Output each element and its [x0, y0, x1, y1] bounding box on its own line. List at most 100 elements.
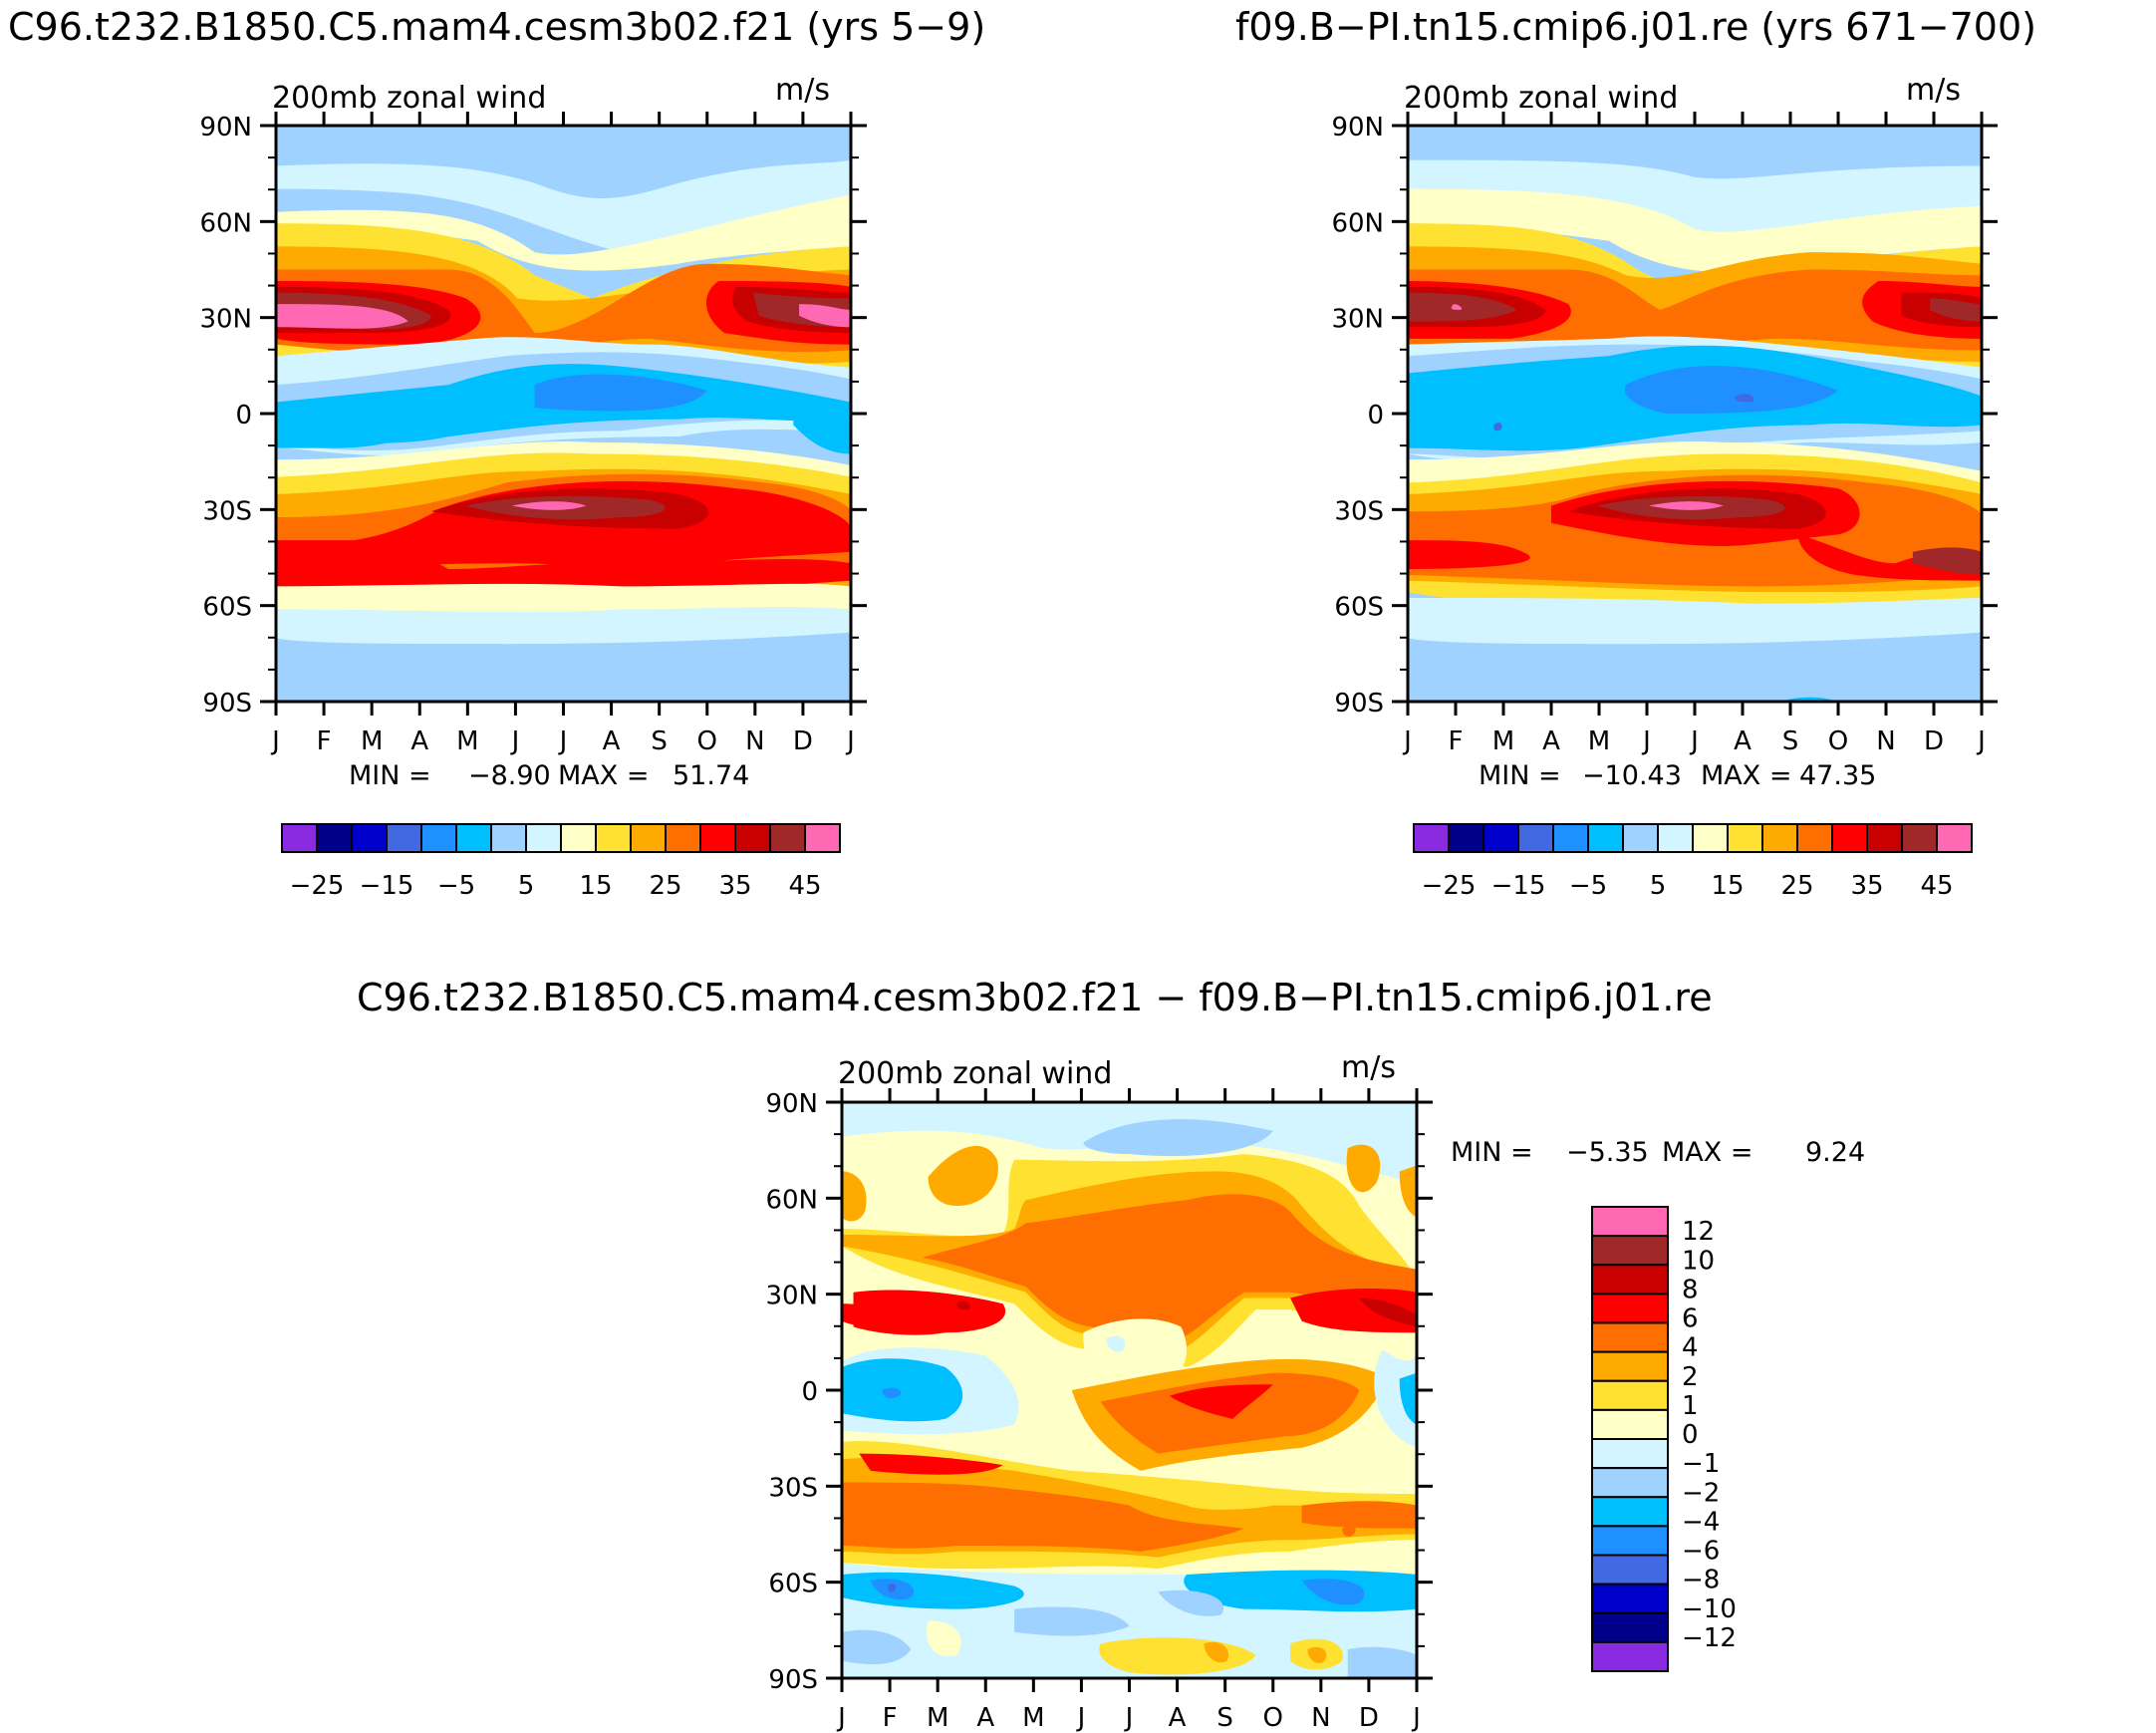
colorbar-box: [1587, 823, 1624, 853]
x-tick-label: A: [976, 1703, 994, 1733]
colorbar-box: [1866, 823, 1903, 853]
colorbar-box: [595, 823, 632, 853]
panel-3-plot: [842, 1102, 1417, 1678]
panel-2-title: f09.B−PI.tn15.cmip6.j01.re (yrs 671−700): [1235, 5, 2036, 49]
x-tick-label: F: [883, 1703, 898, 1733]
panel-1-stat-min: −8.90: [468, 760, 551, 791]
colorbar-box: [1517, 823, 1554, 853]
x-tick-label: J: [270, 726, 280, 756]
colorbar-box: [1796, 823, 1833, 853]
colorbar-label: 0: [1682, 1420, 1699, 1450]
panel-2-plot: [1408, 126, 1983, 702]
colorbar-label: 6: [1682, 1304, 1699, 1334]
colorbar-box: [769, 823, 806, 853]
colorbar-box: [1591, 1321, 1669, 1353]
colorbar-box: [316, 823, 353, 853]
panel-2-stat-min: −10.43: [1582, 760, 1682, 791]
x-tick-label: F: [1449, 726, 1464, 756]
colorbar-label: 10: [1682, 1246, 1715, 1276]
panel-2-units-label: m/s: [1906, 73, 1961, 108]
x-tick-label: J: [1689, 726, 1699, 756]
colorbar-box: [1591, 1640, 1669, 1672]
colorbar-box: [455, 823, 492, 853]
panel-1-stat-max: 51.74: [673, 760, 749, 791]
panel-3-var-label: 200mb zonal wind: [838, 1056, 1112, 1091]
colorbar-label: −15: [1491, 871, 1546, 901]
x-tick-label: J: [1402, 726, 1412, 756]
x-tick-label: J: [1124, 1703, 1134, 1733]
y-tick-label: 60S: [202, 593, 252, 623]
x-tick-label: S: [1216, 1703, 1233, 1733]
colorbar-label: 8: [1682, 1275, 1699, 1304]
y-tick-label: 60N: [199, 208, 252, 238]
colorbar-box: [1591, 1408, 1669, 1440]
y-tick-label: 30S: [768, 1473, 818, 1503]
colorbar-box: [1622, 823, 1659, 853]
x-tick-label: A: [1169, 1703, 1187, 1733]
y-tick-label: 60N: [765, 1185, 818, 1215]
colorbar-box: [1591, 1467, 1669, 1499]
colorbar-box: [1448, 823, 1484, 853]
colorbar-label: −8: [1682, 1566, 1720, 1595]
panel-2-stat-min-label: MIN =: [1479, 760, 1561, 791]
colorbar-box: [1591, 1206, 1669, 1238]
panel-3-stat-min-label: MIN =: [1451, 1137, 1533, 1168]
y-tick-label: 30N: [765, 1282, 818, 1311]
colorbar-label: −25: [1422, 871, 1477, 901]
panel-1-frame: 200mb zonal wind m/s MIN = −8.90 MAX = 5…: [272, 73, 853, 791]
colorbar-label: 35: [1850, 871, 1883, 901]
colorbar-box: [560, 823, 597, 853]
panel-1-colorbar: −25 −15 −5 5 15 25 35 45: [281, 823, 841, 901]
x-tick-label: A: [1734, 726, 1752, 756]
colorbar-box: [420, 823, 457, 853]
colorbar-label: 12: [1682, 1217, 1715, 1247]
x-tick-label: N: [1876, 726, 1895, 756]
y-tick-label: 60S: [768, 1570, 818, 1599]
colorbar-box: [1591, 1235, 1669, 1267]
colorbar-box: [490, 823, 527, 853]
x-tick-label: J: [510, 726, 520, 756]
colorbar-box: [281, 823, 318, 853]
colorbar-label: −10: [1682, 1594, 1737, 1624]
x-tick-label: D: [793, 726, 813, 756]
x-tick-label: M: [1022, 1703, 1044, 1733]
y-tick-label: 30S: [1334, 496, 1384, 526]
colorbar-box: [1591, 1293, 1669, 1324]
colorbar-label: −4: [1682, 1507, 1720, 1537]
x-tick-label: N: [745, 726, 764, 756]
colorbar-box: [1657, 823, 1694, 853]
panel-3-stat-max: 9.24: [1805, 1137, 1865, 1168]
x-tick-label: D: [1924, 726, 1944, 756]
y-tick-label: 90S: [202, 689, 252, 719]
colorbar-label: 25: [649, 871, 681, 901]
colorbar-label: −6: [1682, 1537, 1720, 1567]
y-tick-label: 60N: [1331, 208, 1384, 238]
colorbar-box: [1413, 823, 1450, 853]
colorbar-box: [1591, 1496, 1669, 1528]
panel-3-title: C96.t232.B1850.C5.mam4.cesm3b02.f21 − f0…: [357, 976, 1713, 1019]
x-tick-label: A: [603, 726, 621, 756]
colorbar-label: −5: [1569, 871, 1607, 901]
colorbar-label: 15: [1711, 871, 1744, 901]
colorbar-box: [525, 823, 562, 853]
colorbar-box: [1901, 823, 1938, 853]
panel-2-frame: 200mb zonal wind m/s MIN = −10.43 MAX = …: [1404, 73, 1984, 791]
panel-1-stat-max-label: MAX =: [558, 760, 649, 791]
colorbar-label: −1: [1682, 1449, 1720, 1479]
colorbar-label: 15: [579, 871, 612, 901]
panel-1-stat-min-label: MIN =: [349, 760, 431, 791]
colorbar-label: 5: [518, 871, 535, 901]
y-tick-label: 90N: [1331, 113, 1384, 143]
colorbar-box: [1727, 823, 1763, 853]
panel-1-plot: [276, 126, 851, 702]
colorbar-box: [1482, 823, 1519, 853]
x-tick-label: M: [1588, 726, 1610, 756]
colorbar-box: [1936, 823, 1973, 853]
colorbar-box: [1591, 1379, 1669, 1411]
colorbar-box: [1591, 1264, 1669, 1296]
colorbar-label: 35: [718, 871, 751, 901]
x-tick-label: A: [410, 726, 428, 756]
